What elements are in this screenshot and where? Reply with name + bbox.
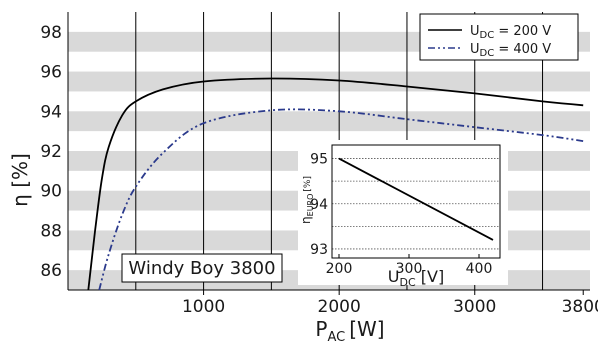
y-tick-label-94: 94 xyxy=(40,102,62,122)
legend-label-series-2-main: U xyxy=(470,42,480,57)
legend-label-series-2: UDC = 400 V xyxy=(470,42,551,59)
inset-y-axis-title: ηEURO [%] xyxy=(299,176,315,224)
y-tick-label-88: 88 xyxy=(40,221,62,241)
inset-x-tick-label-400: 400 xyxy=(466,261,493,277)
x-tick-label-3800: 3800 xyxy=(562,297,598,317)
band-93 xyxy=(68,111,590,132)
y-tick-label-92: 92 xyxy=(40,142,62,162)
inset-y-tick-label-93: 93 xyxy=(310,242,328,258)
legend-label-series-2-rest: = 400 V xyxy=(494,42,551,57)
model-annotation: Windy Boy 3800 xyxy=(121,253,283,283)
x-tick-label-2000: 2000 xyxy=(318,297,361,317)
inset-y-tick-label-95: 95 xyxy=(310,152,328,168)
legend-label-series-1-sub: DC xyxy=(480,30,495,41)
inset-grid-lines xyxy=(332,158,500,258)
inset-chart: 93 94 95 200 300 400 ηEURO [%] UDC [V] xyxy=(298,140,508,289)
x-tick-label-3000: 3000 xyxy=(453,297,496,317)
inset-x-axis-title: UDC [V] xyxy=(388,267,444,289)
legend-label-series-1-main: U xyxy=(470,24,480,39)
band-95 xyxy=(68,71,590,92)
legend-label-series-1: UDC = 200 V xyxy=(470,24,551,41)
legend-label-series-2-sub: DC xyxy=(480,48,495,59)
series-1-line xyxy=(87,77,584,291)
main-x-tick-labels: 1000 2000 3000 3800 xyxy=(182,297,598,317)
x-axis-title-unit: [W] xyxy=(349,317,384,341)
main-series-group xyxy=(87,77,584,291)
y-axis-title: η [%] xyxy=(8,153,32,207)
inset-background xyxy=(298,140,508,285)
inset-x-tick-label-300: 300 xyxy=(396,261,423,277)
y-tick-label-90: 90 xyxy=(40,182,62,202)
inset-y-axis-title-sub: EURO xyxy=(306,194,315,217)
x-axis-title-main: P xyxy=(315,317,327,341)
legend-label-series-1-rest: = 200 V xyxy=(494,24,551,39)
inset-series-1-line xyxy=(338,157,494,241)
legend-box xyxy=(419,13,579,61)
inset-x-tick-labels: 200 300 400 xyxy=(326,261,493,277)
inset-plot-frame xyxy=(331,144,501,259)
inset-y-axis-title-main: η xyxy=(299,216,313,224)
inset-y-axis-title-unit: [%] xyxy=(303,176,313,192)
inset-y-tick-label-94: 94 xyxy=(310,197,328,213)
y-tick-label-96: 96 xyxy=(40,63,62,83)
inset-x-tick-label-200: 200 xyxy=(326,261,353,277)
inset-x-axis-title-sub: DC xyxy=(400,276,416,289)
x-axis-title-sub: AC xyxy=(327,330,345,343)
model-annotation-box xyxy=(121,253,283,283)
series-2-line xyxy=(98,108,584,291)
legend: UDC = 200 V UDC = 400 V xyxy=(419,13,579,61)
model-annotation-text: Windy Boy 3800 xyxy=(128,258,275,279)
main-y-tick-labels: 86 88 90 92 94 96 98 xyxy=(40,23,62,281)
y-tick-label-86: 86 xyxy=(40,261,62,281)
inset-x-axis-title-unit: [V] xyxy=(416,267,445,286)
x-axis-title: PAC [W] xyxy=(315,317,384,343)
x-tick-label-1000: 1000 xyxy=(182,297,225,317)
inset-series-group xyxy=(338,157,494,241)
inset-x-axis-title-main: U xyxy=(388,267,400,286)
y-tick-label-98: 98 xyxy=(40,23,62,43)
inset-y-tick-labels: 93 94 95 xyxy=(310,152,328,258)
